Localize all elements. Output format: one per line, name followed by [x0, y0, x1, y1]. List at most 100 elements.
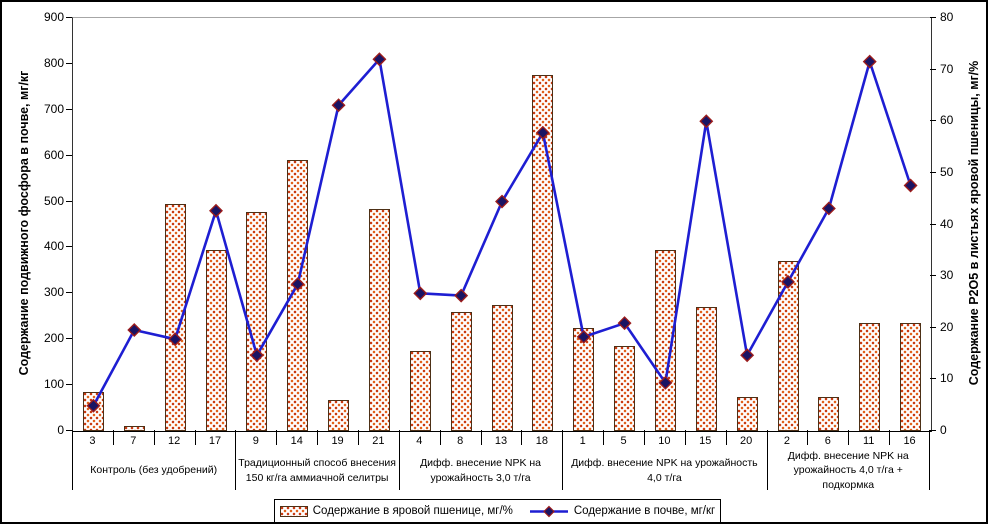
- y-left-tick-label: 400: [43, 239, 64, 254]
- y-left-tick-label: 700: [43, 101, 64, 116]
- y-right-tick-label: 60: [940, 113, 954, 128]
- y-left-tick-mark: [66, 430, 72, 431]
- x-category-label-7: 7: [130, 435, 137, 447]
- y-left-tick-mark: [66, 17, 72, 18]
- x-category-label-11: 11: [862, 435, 875, 447]
- marker-21: [372, 52, 387, 67]
- y-right-tick-label: 20: [940, 319, 954, 334]
- bar-10: [654, 250, 676, 431]
- legend-swatch-soil-line: [529, 505, 568, 517]
- x-category-label-17: 17: [208, 435, 222, 447]
- bar-5: [614, 345, 636, 431]
- legend-label-wheat: Содержание в яровой пшенице, мг/%: [312, 505, 513, 517]
- x-group-label-4: Дифф. внесение NPK на урожайность 4,0 т/…: [571, 457, 758, 484]
- marker-13: [495, 194, 509, 209]
- category-separator: [153, 430, 155, 445]
- group-separator: [929, 430, 930, 490]
- x-category-label-5: 5: [620, 435, 627, 447]
- category-separator: [725, 430, 727, 445]
- y-right-tick-label: 50: [940, 164, 954, 179]
- x-category-label-19: 19: [331, 435, 344, 447]
- y-left-tick-label: 800: [43, 55, 64, 70]
- bar-1: [573, 327, 595, 431]
- category-separator: [603, 430, 605, 445]
- legend-label-soil: Содержание в почве, мг/кг: [573, 505, 716, 517]
- category-separator: [521, 430, 523, 445]
- x-group-label-2: Традиционный способ внесения 150 кг/га а…: [238, 457, 396, 484]
- y-left-tick-mark: [66, 292, 72, 294]
- marker-17: [209, 203, 223, 218]
- marker-15: [699, 114, 714, 129]
- marker-10: [658, 375, 673, 390]
- y-right-tick-label: 80: [940, 10, 954, 24]
- y-right-tick-mark: [930, 68, 936, 70]
- plot-area: [72, 17, 932, 432]
- bar-17: [205, 250, 227, 431]
- x-category-label-8: 8: [457, 435, 464, 447]
- category-separator: [644, 430, 645, 445]
- category-separator: [317, 430, 319, 445]
- x-category-label-2: 2: [783, 435, 791, 447]
- marker-5: [617, 316, 632, 331]
- y-left-tick-mark: [66, 338, 72, 340]
- category-separator: [439, 430, 441, 445]
- group-separator: [766, 430, 768, 490]
- y-right-tick-mark: [930, 120, 936, 122]
- bar-18: [532, 74, 554, 431]
- x-category-label-21: 21: [372, 435, 385, 447]
- y-left-tick-label: 300: [43, 285, 64, 300]
- y-left-tick-label: 900: [43, 10, 64, 24]
- marker-7: [127, 323, 142, 338]
- bar-7: [123, 425, 145, 431]
- category-separator: [112, 430, 114, 445]
- x-category-label-18: 18: [535, 435, 548, 447]
- x-category-label-1: 1: [579, 435, 586, 447]
- group-separator: [72, 430, 73, 490]
- marker-3: [86, 398, 101, 413]
- y-right-tick-label: 10: [940, 371, 954, 386]
- bar-15: [695, 307, 717, 431]
- x-group-label-5: Дифф. внесение NPK на урожайность 4,0 т/…: [787, 450, 909, 491]
- marker-11: [862, 54, 877, 69]
- bar-14: [287, 159, 309, 431]
- bar-19: [328, 400, 350, 431]
- category-separator: [684, 430, 686, 445]
- x-category-label-12: 12: [168, 435, 181, 447]
- y-right-tick-label: 40: [940, 216, 954, 231]
- marker-4: [413, 286, 428, 301]
- marker-20: [740, 348, 755, 363]
- y-left-tick-label: 100: [43, 377, 64, 392]
- x-category-label-14: 14: [290, 435, 303, 447]
- marker-12: [168, 332, 183, 347]
- group-separator: [235, 430, 237, 490]
- y-right-tick-label: 0: [940, 423, 947, 437]
- bar-2: [777, 260, 799, 431]
- soil-line: [92, 57, 912, 407]
- y-right-tick-mark: [930, 171, 936, 173]
- legend-swatch-wheat-bar: [279, 505, 308, 517]
- category-separator: [480, 430, 482, 445]
- y-right-tick-mark: [930, 275, 936, 277]
- marker-14: [290, 277, 305, 292]
- bar-16: [900, 322, 922, 431]
- soil-line-series: [86, 52, 918, 413]
- category-separator: [358, 430, 359, 445]
- bar-6: [818, 397, 840, 431]
- y-right-tick-label: 70: [940, 61, 954, 76]
- category-separator: [194, 430, 196, 445]
- x-category-label-10: 10: [658, 435, 671, 447]
- x-group-label-3: Дифф. внесение NPK на урожайность 3,0 т/…: [420, 457, 542, 484]
- bar-11: [859, 322, 881, 431]
- y-left-tick-label: 0: [57, 423, 64, 437]
- y-right-tick-label: 30: [940, 268, 954, 283]
- group-separator: [562, 430, 564, 490]
- category-separator: [807, 430, 809, 445]
- y-right-tick-mark: [930, 378, 936, 380]
- y-right-tick-mark: [930, 17, 936, 18]
- y-left-tick-mark: [66, 384, 72, 386]
- y-right-tick-mark: [930, 223, 936, 225]
- y-right-tick-mark: [930, 430, 936, 431]
- y-left-tick-label: 600: [43, 147, 64, 162]
- x-group-label-1: Контроль (без удобрений): [90, 464, 218, 477]
